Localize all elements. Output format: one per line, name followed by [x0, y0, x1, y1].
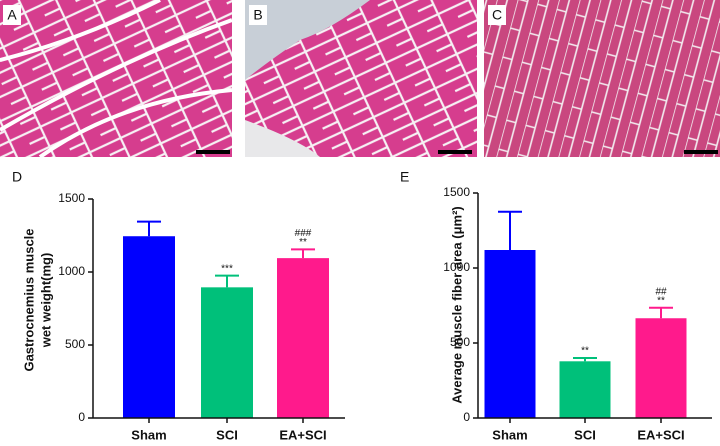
x-tick-label: EA+SCI [637, 427, 684, 442]
y-tick-label: 500 [450, 335, 470, 349]
panel-label: B [253, 7, 262, 23]
x-tick-label: Sham [492, 427, 527, 442]
panel-label: A [7, 7, 17, 23]
significance-label: *** [221, 263, 233, 274]
x-tick-label: EA+SCI [279, 427, 326, 442]
panel-label: C [492, 7, 502, 23]
significance-label: ** [581, 346, 589, 357]
bar [277, 258, 329, 418]
significance-label: ### [295, 228, 312, 239]
panel-label: E [400, 169, 409, 185]
y-tick-label: 1000 [58, 264, 85, 278]
significance-label: ** [299, 237, 307, 248]
y-tick-label: 1000 [443, 260, 470, 274]
bar [484, 250, 536, 418]
bar [635, 318, 687, 418]
significance-label: ## [655, 286, 667, 297]
y-axis-label: Gastrocnemius muscle [21, 228, 36, 371]
bar [559, 361, 611, 418]
y-tick-label: 0 [463, 410, 470, 424]
x-tick-label: SCI [574, 427, 596, 442]
x-tick-label: Sham [131, 427, 166, 442]
histology-c [484, 0, 720, 157]
significance-label: ** [657, 295, 665, 306]
histology-a [0, 0, 233, 159]
y-tick-label: 1500 [58, 191, 85, 205]
y-tick-label: 0 [78, 410, 85, 424]
panel-label-box [3, 5, 506, 25]
bar [201, 287, 253, 418]
histology-b [245, 0, 477, 157]
panel-label: D [12, 169, 22, 185]
y-axis-label: Average muscle fiber area (μm²) [449, 206, 464, 404]
y-axis-label: wet weight(mg) [38, 253, 53, 349]
x-tick-label: SCI [216, 427, 238, 442]
bar [123, 236, 175, 418]
y-tick-label: 500 [65, 337, 85, 351]
y-tick-label: 1500 [443, 185, 470, 199]
